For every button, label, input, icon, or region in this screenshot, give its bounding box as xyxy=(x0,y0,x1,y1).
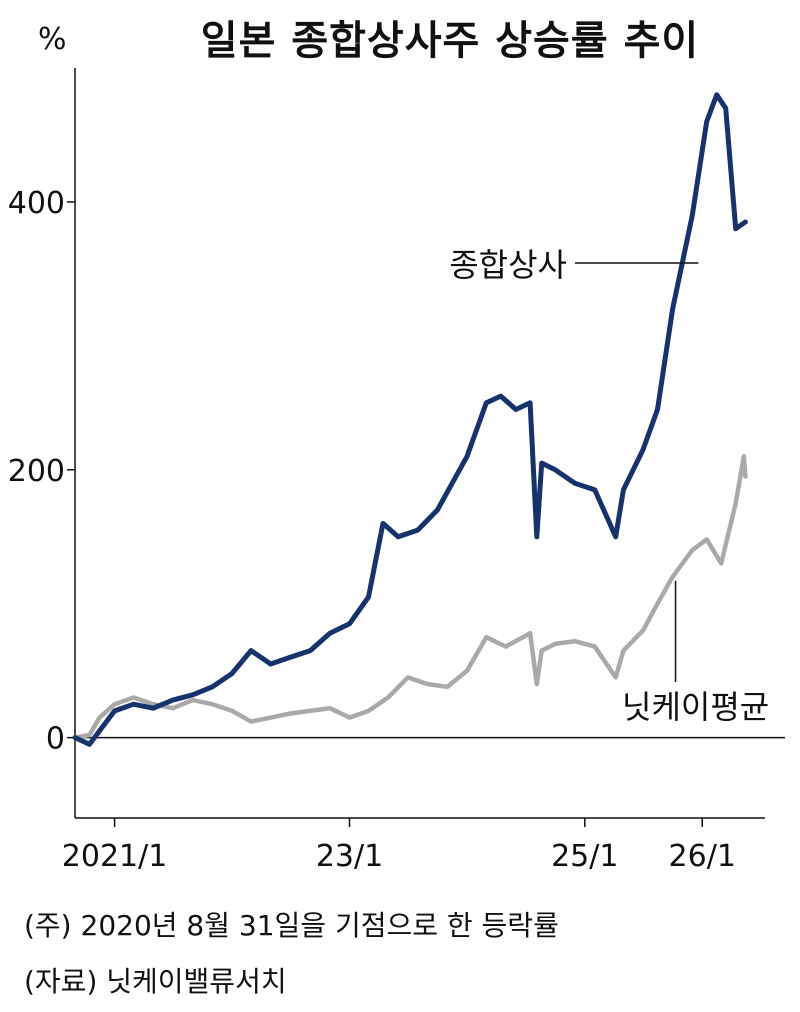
series-line-nikkei xyxy=(72,454,748,740)
series-label-sogo-shosha: 종합상사 xyxy=(449,246,567,284)
x-axis: 2021/1 23/1 25/1 26/1 xyxy=(62,817,765,874)
series-label-nikkei: 닛케이평균 xyxy=(622,688,769,726)
series-line-sogo-shosha xyxy=(72,92,748,747)
y-tick-label: 0 xyxy=(46,722,65,757)
x-tick-label: 23/1 xyxy=(316,839,383,874)
x-tick-label: 26/1 xyxy=(669,839,736,874)
chart-title: 일본 종합상사주 상승률 추이 xyxy=(200,18,700,64)
y-axis: 0 200 400 xyxy=(8,68,785,818)
source-note: (자료) 닛케이밸류서치 xyxy=(24,965,287,998)
y-tick-label: 200 xyxy=(8,454,65,489)
series-lines xyxy=(72,92,748,747)
x-tick-label: 2021/1 xyxy=(62,839,168,874)
y-unit-label: % xyxy=(38,22,67,57)
y-tick-label: 400 xyxy=(8,186,65,221)
footnote: (주) 2020년 8월 31일을 기점으로 한 등락률 xyxy=(24,909,559,942)
x-tick-label: 25/1 xyxy=(551,839,618,874)
